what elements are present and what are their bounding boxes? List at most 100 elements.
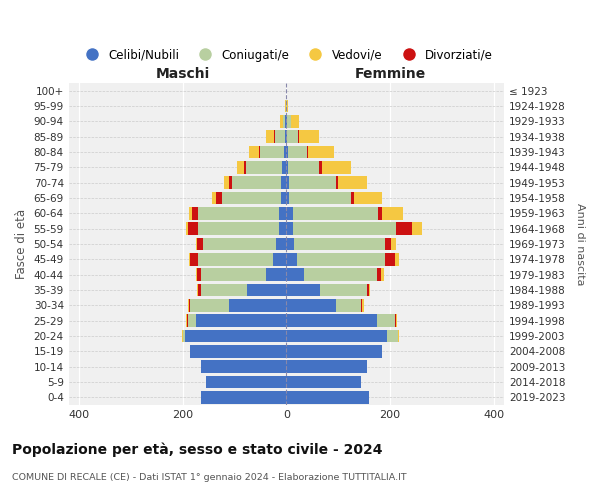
Bar xyxy=(186,314,187,327)
Bar xyxy=(377,268,381,281)
Bar xyxy=(289,176,335,189)
Bar xyxy=(286,330,388,342)
Bar xyxy=(249,146,259,158)
Bar xyxy=(281,176,286,189)
Bar xyxy=(188,222,198,235)
Bar xyxy=(190,207,192,220)
Bar xyxy=(361,299,362,312)
Bar xyxy=(229,299,286,312)
Text: Femmine: Femmine xyxy=(355,66,425,80)
Bar xyxy=(286,161,289,173)
Bar xyxy=(266,268,286,281)
Bar xyxy=(286,376,361,388)
Bar xyxy=(395,314,396,327)
Bar xyxy=(304,268,377,281)
Bar xyxy=(232,176,281,189)
Bar xyxy=(286,238,294,250)
Bar xyxy=(353,192,382,204)
Bar xyxy=(286,192,289,204)
Bar xyxy=(274,130,275,143)
Bar xyxy=(378,207,382,220)
Bar xyxy=(335,176,338,189)
Bar xyxy=(286,345,382,358)
Bar xyxy=(198,207,278,220)
Bar xyxy=(369,284,370,296)
Bar xyxy=(395,253,399,266)
Bar xyxy=(285,100,286,112)
Bar xyxy=(197,238,203,250)
Bar xyxy=(294,238,385,250)
Bar xyxy=(201,284,247,296)
Bar xyxy=(286,115,287,128)
Bar xyxy=(289,192,351,204)
Text: Maschi: Maschi xyxy=(155,66,210,80)
Bar xyxy=(286,146,289,158)
Bar xyxy=(412,222,422,235)
Bar xyxy=(299,130,319,143)
Bar xyxy=(286,222,293,235)
Bar xyxy=(382,207,403,220)
Bar xyxy=(286,253,296,266)
Bar xyxy=(221,192,281,204)
Text: COMUNE DI RECALE (CE) - Dati ISTAT 1° gennaio 2024 - Elaborazione TUTTITALIA.IT: COMUNE DI RECALE (CE) - Dati ISTAT 1° ge… xyxy=(12,472,407,482)
Bar xyxy=(278,207,286,220)
Bar xyxy=(190,299,229,312)
Bar xyxy=(286,314,377,327)
Bar xyxy=(281,192,286,204)
Bar xyxy=(229,176,232,189)
Bar xyxy=(246,161,282,173)
Bar xyxy=(335,299,361,312)
Bar xyxy=(280,115,283,128)
Bar xyxy=(276,238,286,250)
Bar xyxy=(186,222,188,235)
Bar xyxy=(198,284,201,296)
Bar xyxy=(286,268,304,281)
Bar xyxy=(259,146,260,158)
Bar xyxy=(190,253,198,266)
Text: Popolazione per età, sesso e stato civile - 2024: Popolazione per età, sesso e stato civil… xyxy=(12,442,383,457)
Bar xyxy=(197,284,198,296)
Bar xyxy=(385,253,395,266)
Bar xyxy=(322,161,350,173)
Bar xyxy=(188,299,190,312)
Bar xyxy=(296,253,385,266)
Bar xyxy=(396,222,412,235)
Bar xyxy=(286,284,320,296)
Bar xyxy=(286,360,367,373)
Y-axis label: Fasce di età: Fasce di età xyxy=(15,209,28,279)
Bar xyxy=(285,130,286,143)
Bar xyxy=(284,146,286,158)
Bar xyxy=(196,238,197,250)
Bar xyxy=(338,176,367,189)
Bar xyxy=(274,253,286,266)
Bar xyxy=(185,330,286,342)
Bar xyxy=(206,376,286,388)
Bar xyxy=(293,207,378,220)
Bar xyxy=(385,238,391,250)
Bar xyxy=(188,314,196,327)
Bar xyxy=(192,207,198,220)
Bar xyxy=(283,115,285,128)
Bar xyxy=(190,345,286,358)
Bar xyxy=(224,176,229,189)
Bar xyxy=(217,192,221,204)
Bar xyxy=(308,146,334,158)
Bar xyxy=(320,284,367,296)
Bar xyxy=(282,161,286,173)
Bar xyxy=(286,207,293,220)
Bar xyxy=(201,391,286,404)
Bar xyxy=(289,146,307,158)
Bar xyxy=(187,314,188,327)
Bar xyxy=(198,222,278,235)
Bar xyxy=(286,130,287,143)
Bar xyxy=(391,238,396,250)
Bar xyxy=(197,268,201,281)
Bar xyxy=(362,299,364,312)
Bar xyxy=(212,192,217,204)
Bar xyxy=(298,130,299,143)
Bar xyxy=(287,115,292,128)
Bar xyxy=(286,299,335,312)
Bar xyxy=(381,268,384,281)
Bar xyxy=(260,146,284,158)
Bar xyxy=(198,253,274,266)
